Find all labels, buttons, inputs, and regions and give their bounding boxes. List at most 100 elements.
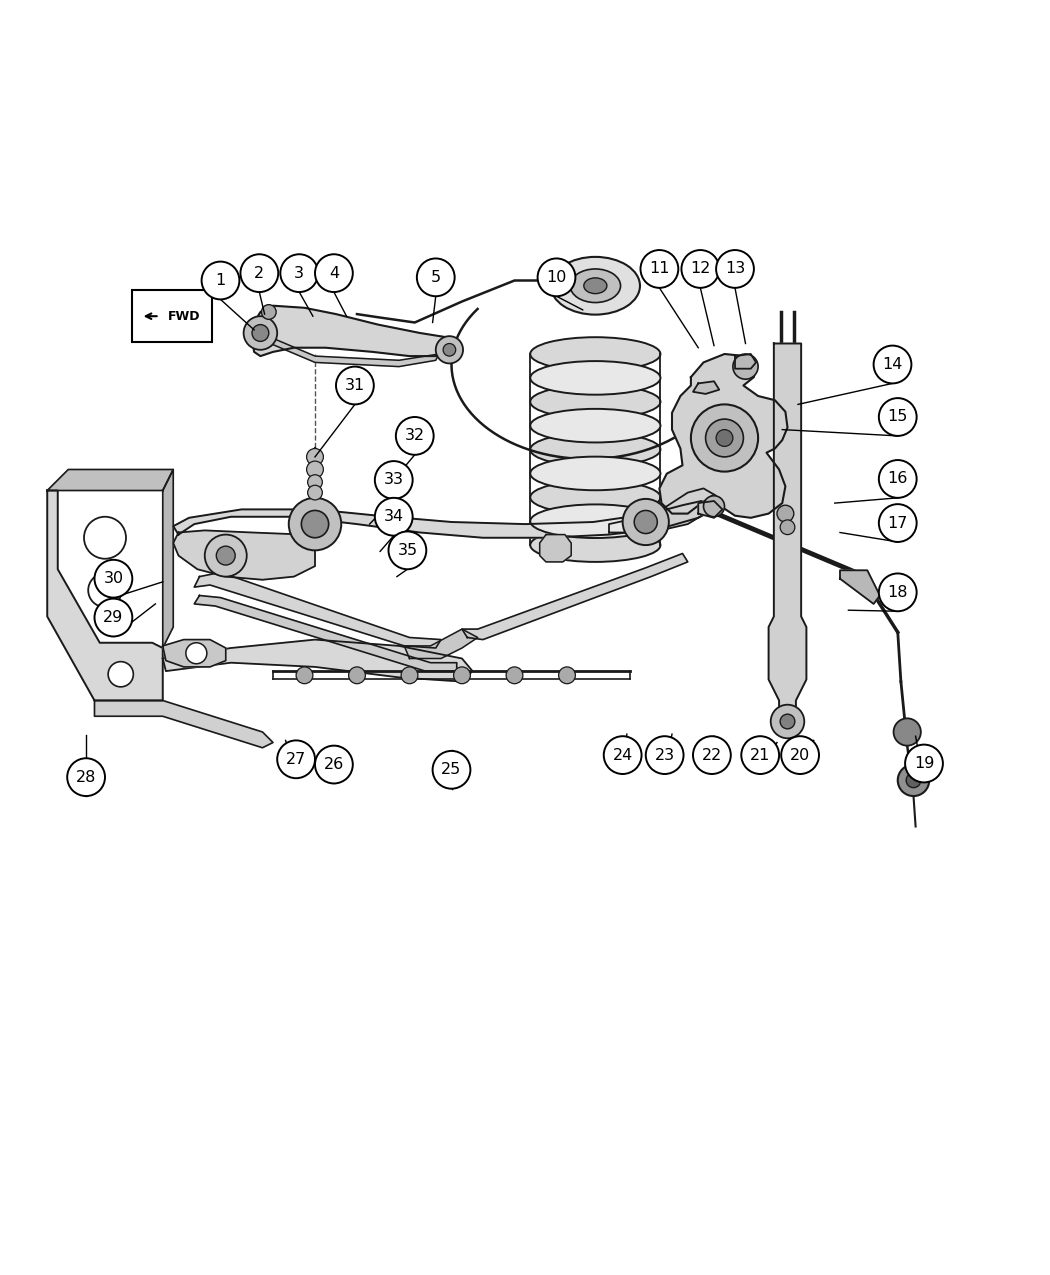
Circle shape [454,667,470,683]
Text: 13: 13 [724,261,746,277]
Text: 1: 1 [215,273,226,288]
Circle shape [205,534,247,576]
Circle shape [693,736,731,774]
Circle shape [261,305,276,319]
Circle shape [894,718,921,746]
Ellipse shape [550,256,639,315]
Polygon shape [94,700,273,747]
Circle shape [315,254,353,292]
Circle shape [308,486,322,500]
Circle shape [202,261,239,300]
Circle shape [879,504,917,542]
Text: 18: 18 [887,585,908,599]
Text: 20: 20 [790,747,811,762]
Circle shape [296,667,313,683]
Circle shape [733,354,758,379]
Text: 14: 14 [882,357,903,372]
Polygon shape [769,343,806,722]
Text: 34: 34 [383,509,404,524]
Text: 23: 23 [654,747,675,762]
Circle shape [879,574,917,611]
Circle shape [94,560,132,598]
Text: 31: 31 [344,377,365,393]
Text: 32: 32 [404,428,425,444]
Circle shape [186,643,207,664]
Polygon shape [260,333,439,367]
Circle shape [879,460,917,497]
Ellipse shape [530,432,660,467]
Circle shape [905,745,943,783]
Circle shape [336,367,374,404]
Polygon shape [47,491,163,700]
Text: 28: 28 [76,770,97,784]
Ellipse shape [530,505,660,538]
Circle shape [898,765,929,796]
Text: 4: 4 [329,265,339,280]
Ellipse shape [530,337,660,371]
Text: 35: 35 [397,543,418,558]
Circle shape [781,736,819,774]
Ellipse shape [530,481,660,514]
Text: 11: 11 [649,261,670,277]
Circle shape [417,259,455,296]
Circle shape [388,532,426,569]
Circle shape [716,250,754,288]
Polygon shape [735,354,756,368]
Polygon shape [540,534,571,562]
Ellipse shape [530,385,660,418]
Text: 21: 21 [750,747,771,762]
Circle shape [307,449,323,465]
Circle shape [780,520,795,534]
Circle shape [252,325,269,342]
Polygon shape [163,640,226,667]
Circle shape [88,574,122,607]
Circle shape [559,667,575,683]
Text: 30: 30 [103,571,124,587]
Circle shape [716,430,733,446]
Polygon shape [404,629,478,658]
Polygon shape [194,572,441,648]
Text: FWD: FWD [168,310,201,323]
Circle shape [375,497,413,536]
Text: 3: 3 [294,265,304,280]
Polygon shape [252,306,454,356]
Ellipse shape [530,456,660,490]
Text: 22: 22 [701,747,722,762]
Ellipse shape [530,361,660,395]
Circle shape [289,497,341,551]
Circle shape [280,254,318,292]
Circle shape [780,714,795,729]
Text: 10: 10 [546,270,567,284]
Text: 33: 33 [383,473,404,487]
Text: 15: 15 [887,409,908,425]
Circle shape [623,499,669,546]
Ellipse shape [584,278,607,293]
Circle shape [634,510,657,533]
Polygon shape [840,570,880,604]
Polygon shape [609,488,716,533]
Circle shape [681,250,719,288]
Circle shape [84,516,126,558]
Circle shape [506,667,523,683]
Text: 29: 29 [103,609,124,625]
Circle shape [538,259,575,296]
Circle shape [646,736,684,774]
Polygon shape [194,595,457,671]
Text: 5: 5 [430,270,441,284]
Circle shape [301,510,329,538]
Text: 16: 16 [887,472,908,487]
Circle shape [315,746,353,783]
Circle shape [704,496,724,516]
Polygon shape [173,501,714,538]
Circle shape [375,462,413,499]
Circle shape [706,419,743,456]
Circle shape [777,505,794,521]
Ellipse shape [570,269,621,302]
Polygon shape [659,354,788,518]
Polygon shape [693,381,719,394]
Polygon shape [163,640,473,682]
FancyBboxPatch shape [132,289,212,343]
Circle shape [874,346,911,384]
Text: 2: 2 [254,265,265,280]
Circle shape [240,254,278,292]
